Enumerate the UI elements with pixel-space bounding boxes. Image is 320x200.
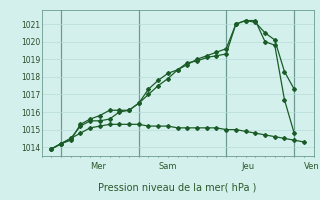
Text: Pression niveau de la mer( hPa ): Pression niveau de la mer( hPa ) [99, 182, 257, 192]
Text: Sam: Sam [158, 162, 177, 171]
Text: Mer: Mer [90, 162, 106, 171]
Text: Jeu: Jeu [242, 162, 255, 171]
Text: Ven: Ven [304, 162, 320, 171]
